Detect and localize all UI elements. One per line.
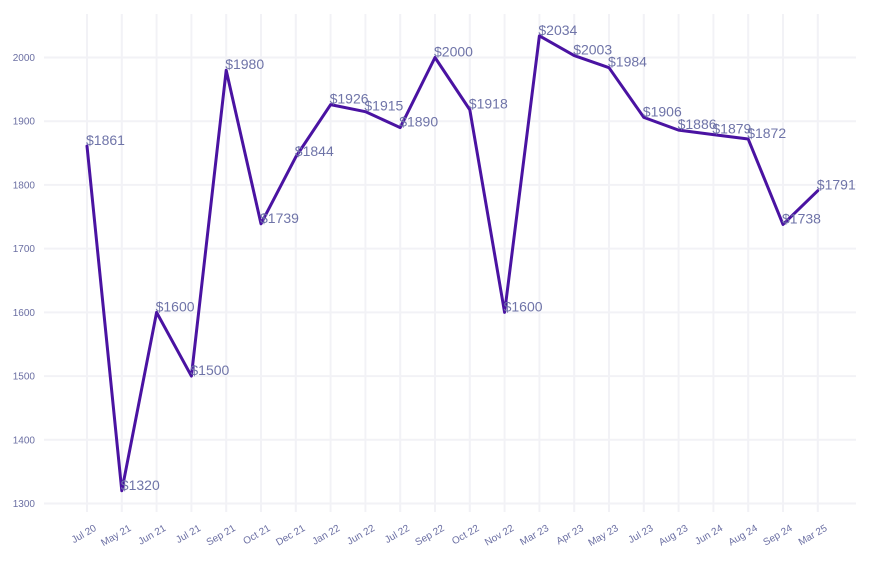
data-label: $1906 bbox=[643, 103, 682, 119]
x-axis-ticks: Jul 20 May 21 Jun 21 Jul 21 Sep 21 Oct 21 Dec … bbox=[70, 523, 830, 549]
y-tick-label: 1300 bbox=[13, 499, 36, 510]
x-tick-label: Nov 22 bbox=[483, 523, 516, 549]
data-label: $1320 bbox=[121, 477, 160, 493]
x-tick-label: May 21 bbox=[99, 523, 133, 549]
data-label: $1886 bbox=[678, 116, 717, 132]
y-tick-label: 2000 bbox=[13, 53, 36, 64]
y-axis-ticks: 1300 1400 1500 1600 1700 1800 1900 2000 bbox=[13, 53, 36, 510]
x-tick-label: Sep 24 bbox=[762, 523, 795, 549]
x-tick-label: Jul 22 bbox=[383, 523, 412, 546]
data-label: $2034 bbox=[538, 22, 577, 38]
data-label: $1791 bbox=[817, 177, 856, 193]
x-tick-label: Jan 22 bbox=[311, 523, 343, 548]
x-tick-label: Jun 22 bbox=[345, 523, 377, 548]
y-tick-label: 1800 bbox=[13, 180, 36, 191]
x-tick-label: Mar 23 bbox=[518, 523, 551, 548]
x-tick-label: Oct 22 bbox=[450, 523, 481, 547]
x-tick-label: May 23 bbox=[587, 523, 621, 549]
data-label: $1600 bbox=[504, 298, 543, 314]
data-label: $1915 bbox=[364, 98, 403, 114]
data-label: $1984 bbox=[608, 54, 647, 70]
data-label: $1738 bbox=[782, 210, 821, 226]
x-tick-label: Jul 20 bbox=[70, 523, 99, 546]
grid-group bbox=[44, 14, 856, 512]
data-label: $1926 bbox=[330, 91, 369, 107]
y-tick-label: 1500 bbox=[13, 372, 36, 383]
data-label: $2003 bbox=[573, 42, 612, 58]
y-tick-label: 1900 bbox=[13, 117, 36, 128]
x-tick-label: Sep 22 bbox=[414, 523, 447, 549]
y-tick-label: 1600 bbox=[13, 308, 36, 319]
data-label: $1739 bbox=[260, 210, 299, 226]
x-tick-label: Aug 23 bbox=[657, 523, 690, 549]
data-label: $2000 bbox=[434, 44, 473, 60]
data-label: $1500 bbox=[190, 362, 229, 378]
data-label: $1879 bbox=[712, 121, 751, 137]
x-tick-label: Jul 21 bbox=[174, 523, 203, 546]
x-tick-label: Aug 24 bbox=[727, 523, 760, 549]
data-label: $1600 bbox=[156, 298, 195, 314]
data-label: $1844 bbox=[295, 143, 334, 159]
x-tick-label: Sep 21 bbox=[205, 523, 238, 549]
x-tick-label: Jun 24 bbox=[693, 523, 725, 548]
data-label: $1872 bbox=[747, 125, 786, 141]
x-tick-label: Apr 23 bbox=[555, 523, 586, 547]
x-tick-label: Jul 23 bbox=[627, 523, 656, 546]
x-tick-label: Dec 21 bbox=[274, 523, 307, 549]
data-label: $1890 bbox=[399, 114, 438, 130]
x-tick-label: Oct 21 bbox=[241, 523, 272, 547]
y-tick-label: 1400 bbox=[13, 435, 36, 446]
data-label: $1918 bbox=[469, 96, 508, 112]
data-labels: $1861 $1320 $1600 $1500 $1980 $1739 $1844 $1926… bbox=[86, 22, 856, 493]
x-tick-label: Jun 21 bbox=[137, 523, 169, 548]
data-label: $1861 bbox=[86, 132, 125, 148]
y-tick-label: 1700 bbox=[13, 244, 36, 255]
series-line bbox=[85, 34, 820, 493]
data-label: $1980 bbox=[225, 56, 264, 72]
x-tick-label: Mar 25 bbox=[797, 523, 830, 548]
